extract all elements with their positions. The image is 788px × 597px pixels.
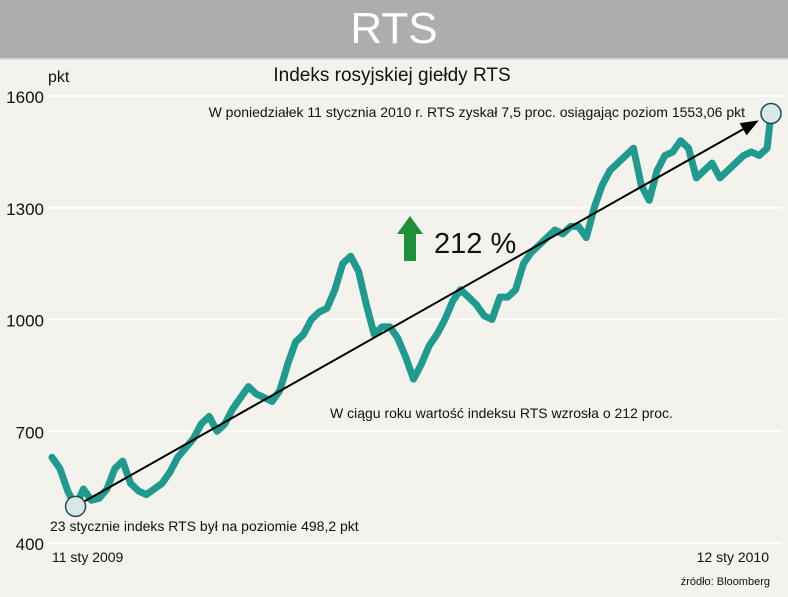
x-axis-end-label: 12 sty 2010 bbox=[697, 549, 770, 565]
y-tick-label: 700 bbox=[16, 423, 44, 442]
y-tick-label: 1000 bbox=[6, 312, 44, 331]
x-axis-start-label: 11 sty 2009 bbox=[52, 549, 124, 565]
series-layer bbox=[48, 110, 775, 510]
trend-arrow-line bbox=[75, 128, 744, 508]
up-arrow-icon bbox=[397, 216, 423, 261]
y-tick-label: 1600 bbox=[6, 88, 44, 107]
trend-arrow-layer bbox=[75, 120, 759, 508]
y-axis-tick-labels: 400 700 1000 1300 1600 bbox=[6, 88, 44, 554]
growth-percent-label: 212 % bbox=[434, 228, 516, 260]
banner-title: RTS bbox=[350, 4, 438, 53]
endpoint-markers bbox=[64, 102, 782, 518]
growth-indicator: 212 % bbox=[397, 216, 516, 261]
grid-lines bbox=[48, 95, 782, 544]
header-band: RTS bbox=[0, 0, 788, 60]
annotation-start-value: 23 stycznie indeks RTS był na poziomie 4… bbox=[50, 518, 359, 534]
start-point-marker bbox=[64, 495, 87, 518]
y-tick-label: 1300 bbox=[6, 200, 44, 219]
trend-arrowhead bbox=[739, 120, 759, 136]
annotation-year-growth: W ciągu roku wartość indeksu RTS wzrosła… bbox=[330, 405, 673, 421]
annotation-end-value: W poniedziałek 11 stycznia 2010 r. RTS z… bbox=[209, 104, 746, 120]
chart-title: Indeks rosyjskiej giełdy RTS bbox=[273, 65, 510, 86]
end-point-marker bbox=[760, 102, 782, 125]
y-tick-label: 400 bbox=[16, 535, 44, 554]
source-label: źródło: Bloomberg bbox=[681, 576, 770, 588]
y-axis-label: pkt bbox=[48, 69, 70, 86]
rts-index-series-line bbox=[48, 110, 775, 510]
